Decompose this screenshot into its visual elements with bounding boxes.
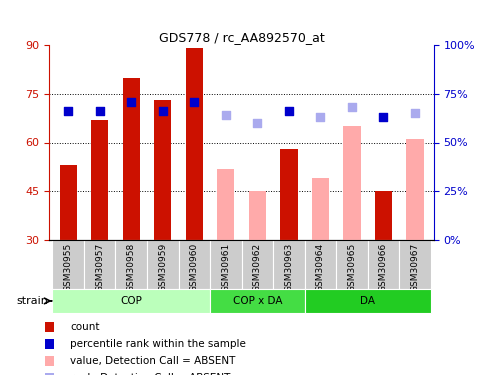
Point <box>348 104 356 110</box>
Bar <box>210 240 242 289</box>
Point <box>190 99 198 105</box>
Title: GDS778 / rc_AA892570_at: GDS778 / rc_AA892570_at <box>159 31 324 44</box>
Point <box>127 99 135 105</box>
Bar <box>248 191 266 240</box>
Bar <box>305 289 431 313</box>
Text: GSM30964: GSM30964 <box>316 243 325 292</box>
Text: GSM30965: GSM30965 <box>348 243 356 292</box>
Point <box>64 108 72 114</box>
Bar <box>399 240 431 289</box>
Bar <box>123 78 140 240</box>
Text: GSM30967: GSM30967 <box>411 243 420 292</box>
Text: GSM30955: GSM30955 <box>64 243 72 292</box>
Point <box>285 108 293 114</box>
Text: GSM30957: GSM30957 <box>95 243 104 292</box>
Point <box>380 114 387 120</box>
Text: percentile rank within the sample: percentile rank within the sample <box>70 339 246 349</box>
Point <box>159 108 167 114</box>
Bar <box>305 240 336 289</box>
Bar <box>242 240 273 289</box>
Text: value, Detection Call = ABSENT: value, Detection Call = ABSENT <box>70 356 235 366</box>
Text: COP: COP <box>120 296 142 306</box>
Bar <box>91 120 108 240</box>
Bar <box>60 165 77 240</box>
Text: GSM30959: GSM30959 <box>158 243 167 292</box>
Text: strain: strain <box>17 296 49 306</box>
Bar <box>368 240 399 289</box>
Bar <box>52 289 210 313</box>
Point <box>46 341 54 347</box>
Bar <box>115 240 147 289</box>
Bar <box>178 240 210 289</box>
Bar <box>147 240 178 289</box>
Bar <box>312 178 329 240</box>
Bar <box>210 289 305 313</box>
Bar <box>336 240 368 289</box>
Point <box>96 108 104 114</box>
Bar <box>343 126 360 240</box>
Bar <box>280 149 297 240</box>
Text: GSM30960: GSM30960 <box>190 243 199 292</box>
Bar <box>375 191 392 240</box>
Bar <box>217 168 235 240</box>
Point <box>46 358 54 364</box>
Point <box>222 112 230 118</box>
Text: count: count <box>70 322 100 332</box>
Text: rank, Detection Call = ABSENT: rank, Detection Call = ABSENT <box>70 373 230 375</box>
Text: GSM30963: GSM30963 <box>284 243 293 292</box>
Bar <box>52 240 84 289</box>
Text: COP x DA: COP x DA <box>233 296 282 306</box>
Text: GSM30958: GSM30958 <box>127 243 136 292</box>
Text: GSM30966: GSM30966 <box>379 243 388 292</box>
Bar <box>186 48 203 240</box>
Point <box>411 110 419 116</box>
Bar <box>406 139 423 240</box>
Text: GSM30962: GSM30962 <box>253 243 262 292</box>
Bar <box>273 240 305 289</box>
Text: GSM30961: GSM30961 <box>221 243 230 292</box>
Point <box>46 324 54 330</box>
Point <box>317 114 324 120</box>
Bar <box>84 240 115 289</box>
Bar <box>154 100 172 240</box>
Text: DA: DA <box>360 296 375 306</box>
Point <box>253 120 261 126</box>
